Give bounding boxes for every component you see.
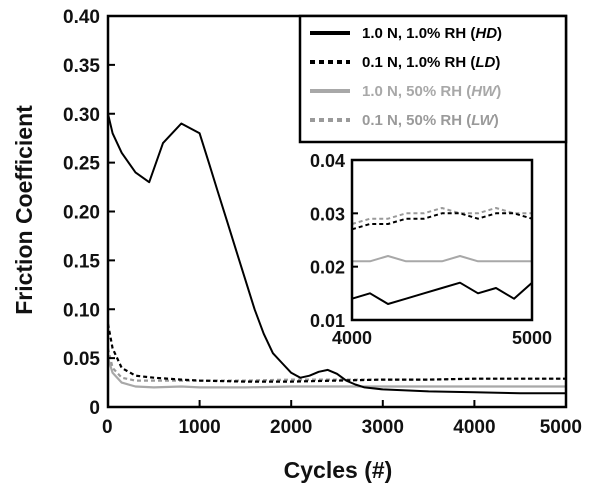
legend-label-LW: 0.1 N, 50% RH (LW) [362,112,499,129]
y-axis-title: Friction Coefficient [11,105,37,315]
x-tick-label: 5000 [540,417,582,438]
x-tick-label: 0 [102,417,113,438]
inset-y-tick-label: 0.01 [310,311,345,331]
y-tick-label: 0.15 [63,251,100,272]
legend-label-HW: 1.0 N, 50% RH (HW) [362,83,501,100]
main-plot-series [106,113,566,395]
x-tick-label: 4000 [453,417,495,438]
legend-label-LD: 0.1 N, 1.0% RH (LD) [362,54,500,71]
inset-frame [350,158,534,322]
series-line-LW [106,348,566,382]
series-line-LD [106,323,566,383]
inset-series-line-HW [352,255,532,263]
legend-box [298,14,568,144]
inset-y-tick-label: 0.02 [310,258,345,278]
series-line-HW [106,357,566,389]
inset-y-tick-label: 0.03 [310,204,345,224]
inset-series-line-LD [351,212,533,231]
inset-x-tick-label: 4000 [332,328,372,348]
legend-label-HD: 1.0 N, 1.0% RH (HD) [362,25,502,42]
inset-series-line-LW [351,207,532,225]
y-tick-label: 0.05 [63,349,100,370]
y-tick-label: 0.40 [63,7,100,28]
inset-y-tick-label: 0.04 [310,151,345,171]
series-line-HD [107,113,566,395]
y-tick-label: 0.25 [63,154,100,175]
y-tick-label: 0.20 [63,203,100,224]
x-axis-title: Cycles (#) [284,457,393,483]
inset-plot: 0.01 0.02 0.03 0.04 4000 5000 [310,151,552,348]
y-tick-label: 0.10 [63,300,100,321]
legend: 1.0 N, 1.0% RH (HD) 0.1 N, 1.0% RH (LD) 1.… [298,14,568,144]
x-tick-label: 1000 [178,417,220,438]
inset-background [352,160,532,320]
inset-series-line-HD [351,281,533,305]
y-tick-label: 0 [89,398,100,419]
inset-x-tick-label: 5000 [512,328,552,348]
x-tick-label: 3000 [362,417,404,438]
y-tick-label: 0.35 [63,56,100,77]
x-tick-label: 2000 [270,417,312,438]
y-tick-label: 0.30 [63,105,100,126]
